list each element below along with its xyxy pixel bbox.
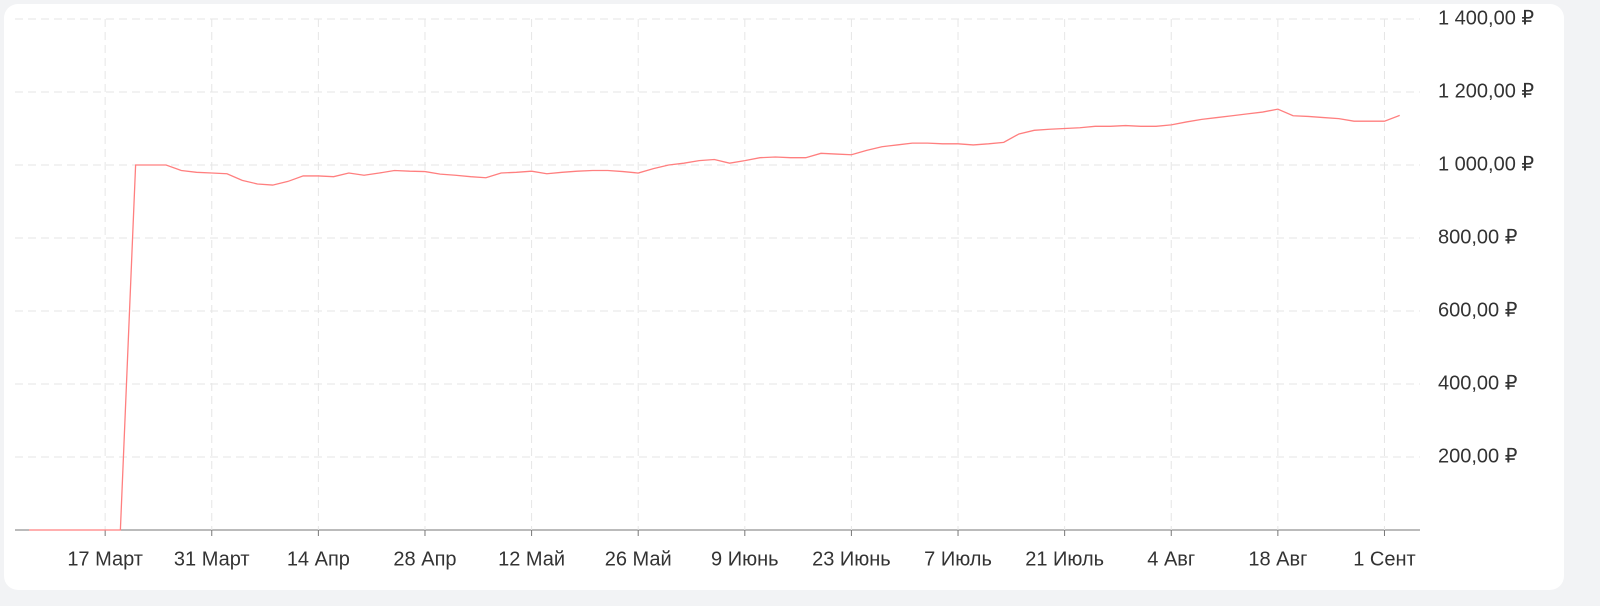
x-tick-label: 1 Сент xyxy=(1353,548,1415,570)
x-tick-label: 18 Авг xyxy=(1248,548,1307,570)
x-tick-label: 21 Июль xyxy=(1025,548,1104,570)
x-tick-label: 26 Май xyxy=(605,548,672,570)
y-tick-label: 1 400,00 ₽ xyxy=(1438,7,1534,29)
x-tick-label: 31 Март xyxy=(174,548,250,570)
x-tick-label: 14 Апр xyxy=(287,548,350,570)
data-line xyxy=(29,108,1400,531)
x-tick-label: 12 Май xyxy=(498,548,565,570)
y-tick-label: 400,00 ₽ xyxy=(1438,372,1518,394)
x-tick-label: 9 Июнь xyxy=(711,548,779,570)
x-tick-label: 23 Июнь xyxy=(812,548,891,570)
y-tick-label: 1 200,00 ₽ xyxy=(1438,80,1534,102)
y-tick-label: 1 000,00 ₽ xyxy=(1438,153,1534,175)
y-tick-label: 800,00 ₽ xyxy=(1438,226,1518,248)
x-tick-label: 7 Июль xyxy=(924,548,992,570)
y-tick-label: 200,00 ₽ xyxy=(1438,445,1518,467)
y-tick-label: 600,00 ₽ xyxy=(1438,299,1518,321)
x-tick-label: 28 Апр xyxy=(393,548,456,570)
chart-card xyxy=(4,4,1564,590)
x-tick-label: 4 Авг xyxy=(1147,548,1195,570)
x-tick-label: 17 Март xyxy=(67,548,143,570)
